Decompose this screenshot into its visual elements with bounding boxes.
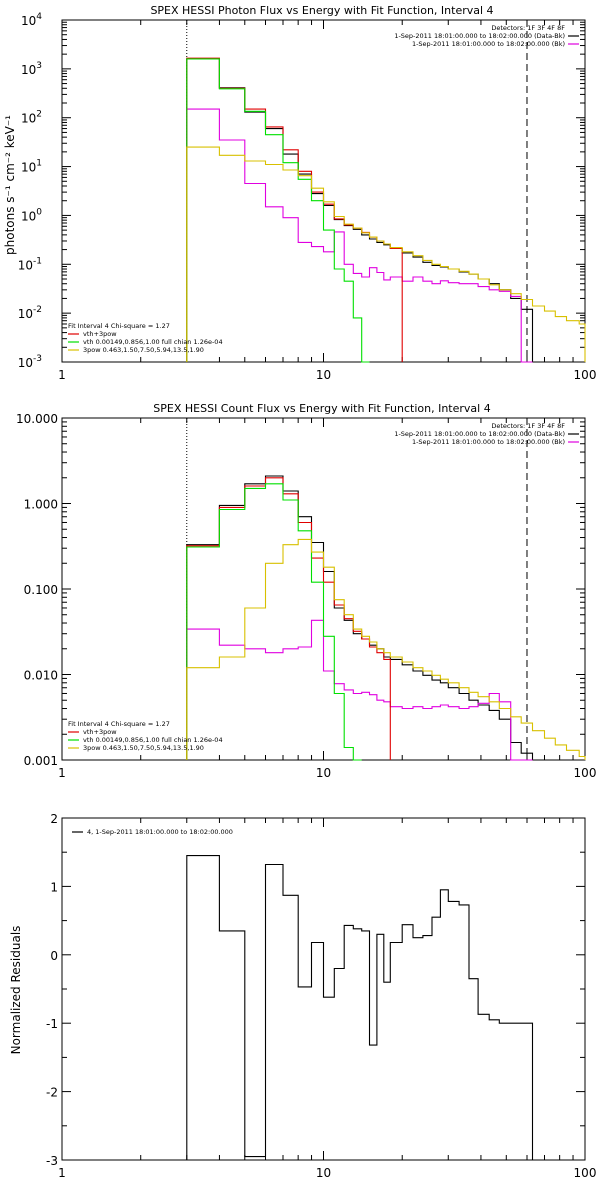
series-4-1-sep-2011-18-01-00-000-to-18-02-00-000	[186, 855, 534, 1160]
count-flux-title: SPEX HESSI Count Flux vs Energy with Fit…	[153, 402, 490, 415]
photon-flux-legend-bottom: Fit Interval 4 Chi-square = 1.27vth+3pow…	[68, 322, 223, 354]
photon-flux-marker-lines	[186, 20, 528, 362]
count-flux-tick-labels: 1 10 100 0.001 0.010 0.100 1.000 10.000	[16, 412, 596, 780]
x-tick-label: 100	[574, 368, 597, 382]
y-tick-label: 0.010	[24, 669, 58, 683]
y-tick-label: 102	[21, 110, 42, 126]
y-tick-label: 100	[21, 207, 42, 223]
y-tick-label: 10-2	[18, 305, 42, 321]
series-vth-3pow	[186, 57, 403, 362]
y-tick-label: 104	[21, 12, 42, 28]
count-flux-legend-top: Detectors: 1F 3F 4F 8F1-Sep-2011 18:01:0…	[394, 422, 579, 446]
y-tick-label: 103	[21, 61, 42, 77]
y-tick-label: -2	[46, 1086, 58, 1100]
y-tick-label: 0	[50, 949, 58, 963]
residuals-legend: 4, 1-Sep-2011 18:01:00.000 to 18:02:00.0…	[72, 828, 233, 836]
series-vth-3pow	[186, 477, 391, 760]
legend-bottom-entry: 3pow 0.463,1.50,7.50,5.94,13.5,1.90	[83, 346, 204, 354]
residuals-tick-labels: 1 10 100 -3 -2 -1 0 1 2	[46, 812, 596, 1180]
y-tick-label: 10-1	[18, 256, 42, 272]
photon-flux-title: SPEX HESSI Photon Flux vs Energy with Fi…	[150, 4, 493, 17]
photon-flux-tick-labels: 1 10 100 10-3 10-2 10-1 100 101 102 103 104	[18, 12, 597, 382]
photon-flux-series	[186, 57, 586, 363]
series-data-bk	[186, 475, 534, 760]
y-tick-label: 0.001	[24, 754, 58, 768]
series-3pow	[186, 146, 586, 362]
legend-top-entry: 1-Sep-2011 18:01:00.000 to 18:02:00.000 …	[394, 32, 565, 40]
x-tick-label: 10	[316, 1166, 331, 1180]
y-tick-label: 1	[50, 880, 58, 894]
count-flux-panel: SPEX HESSI Count Flux vs Energy with Fit…	[16, 402, 596, 780]
legend-bottom-entry: vth+3pow	[83, 330, 117, 338]
series-vth	[186, 58, 370, 363]
legend-top-entry: 1-Sep-2011 18:01:00.000 to 18:02:00.000 …	[394, 430, 565, 438]
legend-entry: 4, 1-Sep-2011 18:01:00.000 to 18:02:00.0…	[87, 828, 233, 836]
series-3pow	[186, 538, 586, 760]
x-tick-label: 10	[316, 368, 331, 382]
x-tick-label: 1	[58, 1166, 66, 1180]
legend-bottom-entry: vth+3pow	[83, 728, 117, 736]
y-tick-label: -1	[46, 1017, 58, 1031]
x-tick-label: 100	[574, 1166, 597, 1180]
residuals-panel: Normalized Residuals 1 10 100 -3 -2 -1 0 1 2 4, …	[9, 812, 596, 1180]
series-data-bk	[186, 58, 534, 362]
residuals-series	[186, 855, 534, 1160]
legend-bottom-entry: vth 0.00149,0.856,1.00 full chian 1.26e-…	[83, 736, 223, 744]
y-tick-label: -3	[46, 1154, 58, 1168]
legend-bottom-entry: Fit Interval 4 Chi-square = 1.27	[68, 322, 170, 330]
y-tick-label: 0.100	[24, 583, 58, 597]
photon-flux-axes	[61, 19, 586, 363]
series-bk	[186, 619, 533, 761]
count-flux-series	[186, 475, 586, 761]
x-tick-label: 1	[58, 368, 66, 382]
x-tick-label: 1	[58, 766, 66, 780]
series-vth	[186, 483, 362, 761]
y-tick-label: 2	[50, 812, 58, 826]
photon-flux-legend-top: Detectors: 1F 3F 4F 8F1-Sep-2011 18:01:0…	[394, 24, 579, 48]
x-tick-label: 100	[574, 766, 597, 780]
legend-bottom-entry: 3pow 0.463,1.50,7.50,5.94,13.5,1.90	[83, 744, 204, 752]
x-tick-label: 10	[316, 766, 331, 780]
y-tick-label: 10-3	[18, 354, 42, 370]
legend-top-entry: Detectors: 1F 3F 4F 8F	[491, 422, 565, 430]
count-flux-marker-lines	[186, 418, 528, 760]
series-bk	[186, 108, 533, 363]
legend-top-entry: 1-Sep-2011 18:01:00.000 to 18:02:00.000 …	[412, 40, 565, 48]
legend-bottom-entry: vth 0.00149,0.856,1.00 full chian 1.26e-…	[83, 338, 223, 346]
count-flux-legend-bottom: Fit Interval 4 Chi-square = 1.27vth+3pow…	[68, 720, 223, 752]
legend-top-entry: 1-Sep-2011 18:01:00.000 to 18:02:00.000 …	[412, 438, 565, 446]
residuals-ylabel: Normalized Residuals	[9, 926, 23, 1055]
legend-top-entry: Detectors: 1F 3F 4F 8F	[491, 24, 565, 32]
y-tick-label: 10.000	[16, 412, 58, 426]
y-tick-label: 1.000	[24, 498, 58, 512]
residuals-axes	[61, 817, 586, 1161]
legend-bottom-entry: Fit Interval 4 Chi-square = 1.27	[68, 720, 170, 728]
photon-flux-ylabel: photons s⁻¹ cm⁻² keV⁻¹	[3, 115, 17, 255]
y-tick-label: 101	[21, 159, 42, 175]
photon-flux-panel: SPEX HESSI Photon Flux vs Energy with Fi…	[3, 4, 596, 382]
